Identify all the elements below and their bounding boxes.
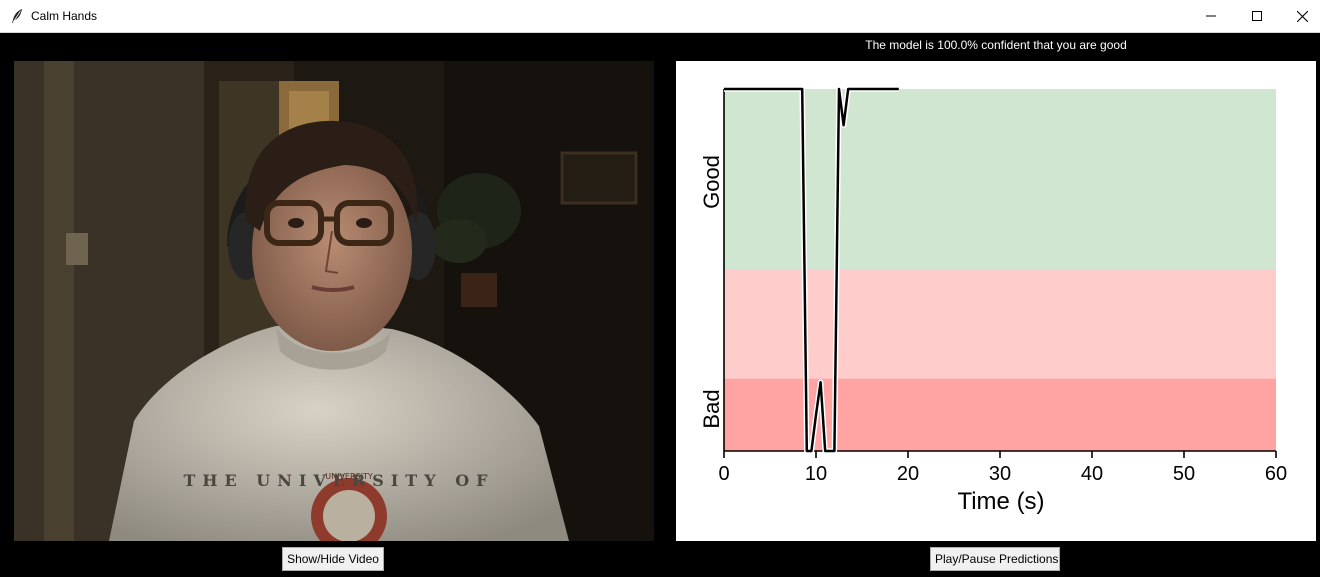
x-tick-label: 10: [805, 463, 827, 485]
maximize-button[interactable]: [1234, 0, 1280, 32]
window-title: Calm Hands: [31, 9, 98, 23]
sweatshirt-text: THE UNIVERSITY OF: [184, 471, 495, 490]
x-tick-label: 40: [1081, 463, 1103, 485]
minimize-icon: [1206, 15, 1216, 17]
x-axis-label: Time (s): [957, 488, 1044, 515]
webcam-video: UNIVERSITY THE UNIVERSITY OF: [14, 61, 654, 541]
close-icon: [1296, 10, 1308, 22]
x-tick-label: 60: [1265, 463, 1287, 485]
play-pause-predictions-button[interactable]: Play/Pause Predictions: [930, 547, 1060, 571]
x-tick-label: 0: [718, 463, 729, 485]
close-button[interactable]: [1279, 0, 1320, 32]
prediction-chart-panel: 0 10 20 30 40 50 60 Good Bad Time (s): [676, 61, 1316, 541]
show-hide-video-button[interactable]: Show/Hide Video: [282, 547, 384, 571]
webcam-person-image: UNIVERSITY THE UNIVERSITY OF: [14, 61, 654, 541]
band-good: [724, 89, 1276, 270]
prediction-chart: 0 10 20 30 40 50 60 Good Bad Time (s): [699, 86, 1287, 515]
prediction-line: [724, 87, 899, 453]
svg-text:UNIVERSITY: UNIVERSITY: [325, 472, 373, 481]
confidence-status: The model is 100.0% confident that you a…: [865, 38, 1127, 52]
feather-icon: [12, 9, 22, 23]
y-label-good: Good: [699, 155, 724, 209]
title-bar: Calm Hands: [0, 0, 1320, 33]
minimize-button[interactable]: [1188, 0, 1234, 32]
maximize-icon: [1252, 11, 1262, 21]
x-tick-label: 30: [989, 463, 1011, 485]
band-neutral: [724, 270, 1276, 379]
y-label-bad: Bad: [699, 389, 724, 428]
x-tick-label: 50: [1173, 463, 1195, 485]
x-tick-label: 20: [897, 463, 919, 485]
